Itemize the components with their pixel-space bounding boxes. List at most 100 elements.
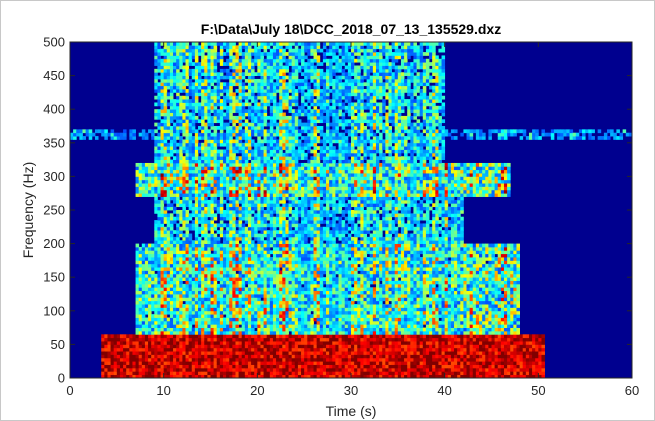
heatmap-cell bbox=[251, 48, 255, 53]
heatmap-cell bbox=[138, 283, 143, 288]
heatmap-cell bbox=[266, 300, 271, 305]
heatmap-cell bbox=[232, 169, 236, 174]
heatmap-cell bbox=[160, 216, 165, 221]
heatmap-cell bbox=[176, 68, 180, 73]
heatmap-cell bbox=[104, 344, 108, 349]
heatmap-cell bbox=[254, 95, 258, 100]
heatmap-cell bbox=[198, 216, 202, 221]
heatmap-cell bbox=[160, 290, 165, 295]
heatmap-cell bbox=[198, 109, 202, 113]
heatmap-cell bbox=[210, 193, 215, 197]
heatmap-cell bbox=[201, 112, 205, 117]
heatmap-cell bbox=[141, 307, 146, 312]
heatmap-cell bbox=[219, 206, 224, 211]
heatmap-cell bbox=[285, 92, 289, 97]
heatmap-cell bbox=[244, 337, 249, 342]
heatmap-cell bbox=[229, 341, 233, 345]
heatmap-cell bbox=[141, 189, 146, 194]
heatmap-cell bbox=[251, 267, 255, 271]
heatmap-cell bbox=[213, 334, 218, 339]
heatmap-cell bbox=[254, 109, 258, 113]
heatmap-cell bbox=[154, 317, 158, 322]
heatmap-cell bbox=[232, 210, 236, 214]
heatmap-cell bbox=[185, 257, 190, 261]
heatmap-cell bbox=[201, 361, 205, 365]
heatmap-cell bbox=[104, 374, 108, 378]
heatmap-cell bbox=[107, 344, 111, 349]
heatmap-cell bbox=[276, 361, 280, 365]
heatmap-cell bbox=[157, 146, 161, 150]
heatmap-cell bbox=[291, 246, 296, 251]
heatmap-cell bbox=[294, 193, 299, 197]
heatmap-cell bbox=[157, 240, 161, 244]
heatmap-cell bbox=[185, 341, 190, 345]
heatmap-cell bbox=[241, 132, 246, 137]
heatmap-cell bbox=[244, 156, 249, 160]
heatmap-cell bbox=[163, 122, 168, 127]
heatmap-cell bbox=[232, 149, 236, 154]
heatmap-cell bbox=[154, 210, 158, 214]
heatmap-cell bbox=[263, 290, 268, 295]
heatmap-cell bbox=[247, 173, 252, 177]
heatmap-cell bbox=[241, 85, 246, 90]
heatmap-cell bbox=[191, 102, 196, 107]
heatmap-cell bbox=[163, 82, 168, 87]
heatmap-cell bbox=[251, 206, 255, 211]
heatmap-cell bbox=[219, 357, 224, 362]
heatmap-cell bbox=[279, 119, 283, 124]
heatmap-cell bbox=[247, 42, 252, 46]
heatmap-cell bbox=[279, 136, 283, 140]
heatmap-cell bbox=[126, 334, 130, 339]
heatmap-cell bbox=[173, 189, 177, 194]
heatmap-cell bbox=[263, 58, 268, 63]
heatmap-cell bbox=[238, 233, 243, 238]
heatmap-cell bbox=[254, 146, 258, 150]
heatmap-cell bbox=[210, 236, 215, 241]
heatmap-cell bbox=[176, 62, 180, 66]
heatmap-cell bbox=[244, 92, 249, 97]
heatmap-cell bbox=[185, 149, 190, 154]
heatmap-cell bbox=[272, 68, 277, 73]
heatmap-cell bbox=[244, 324, 249, 328]
heatmap-cell bbox=[257, 183, 261, 187]
heatmap-cell bbox=[148, 186, 152, 191]
heatmap-cell bbox=[251, 196, 255, 201]
heatmap-cell bbox=[213, 92, 218, 97]
heatmap-cell bbox=[191, 310, 196, 315]
heatmap-cell bbox=[173, 166, 177, 171]
heatmap-cell bbox=[135, 193, 140, 197]
heatmap-cell bbox=[260, 354, 264, 359]
heatmap-cell bbox=[176, 273, 180, 278]
heatmap-cell bbox=[279, 95, 283, 100]
heatmap-cell bbox=[247, 115, 252, 120]
heatmap-cell bbox=[210, 367, 215, 372]
heatmap-cell bbox=[244, 280, 249, 285]
heatmap-cell bbox=[266, 58, 271, 63]
heatmap-cell bbox=[282, 42, 286, 46]
heatmap-cell bbox=[288, 270, 293, 275]
heatmap-cell bbox=[241, 223, 246, 228]
heatmap-cell bbox=[182, 297, 186, 302]
heatmap-cell bbox=[294, 176, 299, 181]
heatmap-cell bbox=[198, 62, 202, 66]
heatmap-cell bbox=[198, 240, 202, 244]
heatmap-cell bbox=[266, 314, 271, 318]
heatmap-cell bbox=[291, 115, 296, 120]
heatmap-cell bbox=[173, 270, 177, 275]
heatmap-cell bbox=[291, 371, 296, 376]
heatmap-cell bbox=[272, 277, 277, 281]
heatmap-cell bbox=[269, 277, 274, 281]
heatmap-cell bbox=[182, 243, 186, 248]
heatmap-cell bbox=[251, 226, 255, 231]
heatmap-cell bbox=[160, 146, 165, 150]
heatmap-cell bbox=[213, 132, 218, 137]
heatmap-cell bbox=[82, 136, 87, 140]
heatmap-cell bbox=[207, 347, 211, 352]
heatmap-cell bbox=[251, 85, 255, 90]
heatmap-cell bbox=[269, 270, 274, 275]
heatmap-cell bbox=[160, 324, 165, 328]
heatmap-cell bbox=[144, 283, 149, 288]
heatmap-cell bbox=[282, 294, 286, 298]
heatmap-cell bbox=[269, 294, 274, 298]
heatmap-cell bbox=[260, 149, 264, 154]
